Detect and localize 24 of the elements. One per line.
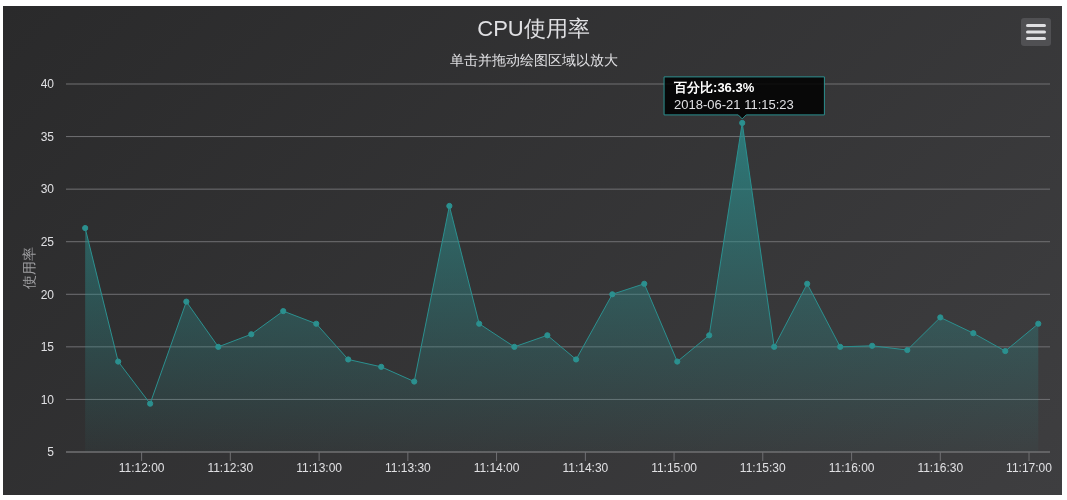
chart-subtitle: 单击并拖动绘图区域以放大	[449, 52, 618, 68]
y-tick-label: 40	[40, 77, 55, 92]
annotation: 百分比:36.3%	[673, 79, 755, 95]
y-tick-label: 10	[40, 392, 55, 407]
x-tick-label: 11:15:30	[739, 460, 787, 475]
y-tick-label: 15	[40, 340, 55, 355]
y-tick-label: 35	[40, 129, 55, 144]
x-tick-label: 11:13:00	[296, 460, 343, 475]
chart-title: CPU使用率	[477, 16, 590, 41]
y-tick-label: 30	[40, 182, 55, 197]
x-tick-label: 11:14:00	[473, 460, 520, 475]
y-tick-label: 20	[40, 287, 55, 302]
y-axis-title: 使用率	[21, 247, 37, 289]
x-tick-label: 11:12:30	[207, 460, 254, 475]
x-tick-label: 11:17:00	[1006, 460, 1053, 475]
x-tick-label: 11:12:00	[118, 460, 165, 475]
x-tick-label: 11:16:00	[828, 460, 875, 475]
y-tick-label: 5	[47, 445, 55, 460]
annotation: 2018-06-21 11:15:23	[674, 96, 794, 112]
x-tick-label: 11:14:30	[562, 460, 609, 475]
x-tick-label: 11:16:30	[917, 460, 964, 475]
y-tick-label: 25	[40, 234, 55, 249]
x-tick-label: 11:13:30	[384, 460, 432, 475]
x-tick-label: 11:15:00	[651, 460, 698, 475]
